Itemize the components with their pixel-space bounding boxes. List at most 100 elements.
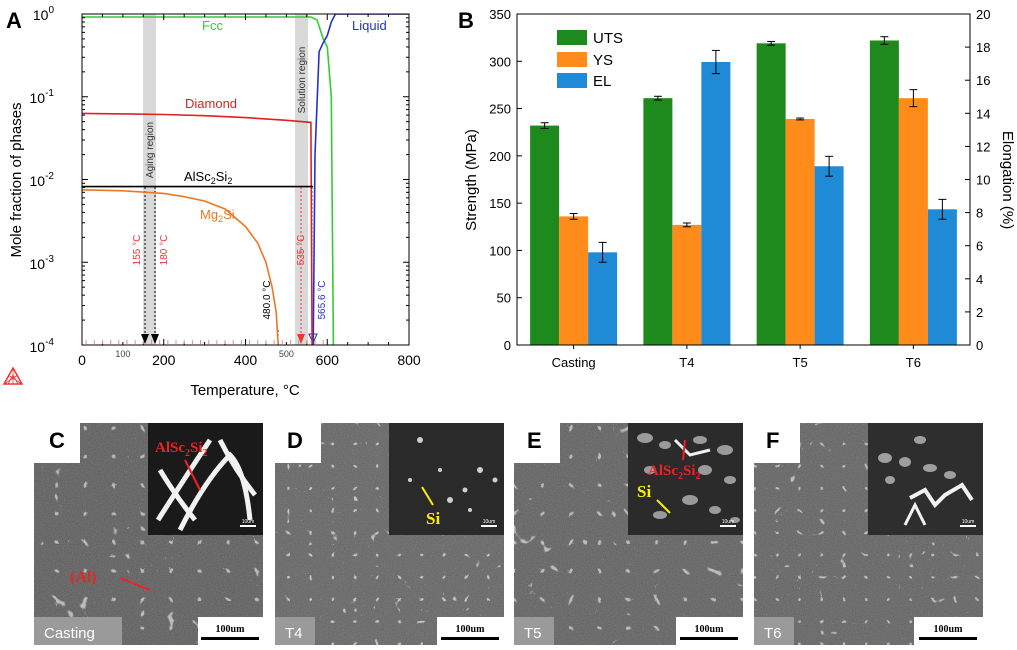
y-tick-label-right-b: 0: [976, 338, 983, 353]
inset-e-scalebar: [720, 525, 736, 527]
inset-c-particles: [155, 438, 257, 532]
scalebar-box-e: [676, 617, 743, 645]
y-tick-label-right-b: 2: [976, 305, 983, 320]
panel-letter-a: A: [6, 8, 22, 33]
y-axis-label-a: Mole fraction of phases: [8, 102, 25, 257]
inset-f-particles: [878, 436, 956, 484]
callout-d-arrow: [421, 486, 434, 506]
legend-swatch-uts: [557, 30, 587, 45]
y-tick-1e-1: 10-1: [30, 88, 55, 106]
solution-region-band: [295, 14, 308, 345]
bar-el-casting: [588, 252, 618, 345]
label-box-e: [514, 617, 554, 645]
x-tick-label-b: T6: [906, 355, 921, 370]
micrograph-d: Si 10um T4 100um D: [275, 423, 504, 645]
series-line-liquid: [312, 14, 409, 345]
y-axis-label-left-b: Strength (MPa): [463, 129, 480, 231]
scalebar-text-c: 100um: [216, 624, 246, 635]
liquid-label: Liquid: [352, 18, 387, 33]
micrograph-c: AlSc2Si2 10um (Al) Casting 100um C: [34, 423, 263, 645]
x-tick-label-a: 200: [152, 352, 176, 368]
callout-e-si: Si: [637, 482, 651, 501]
x-tick-label-a: 800: [397, 352, 421, 368]
aging-temperature-markers: 155 °C 180 °C: [132, 187, 170, 344]
panel-letter-c: C: [49, 428, 65, 453]
x-tick-label-b: Casting: [552, 355, 596, 370]
y-tick-1e0: 100: [33, 5, 55, 23]
y-tick-label-left-b: 50: [497, 291, 511, 306]
solution-temperature-marker: 535 °C: [296, 187, 307, 344]
panel-a-phase-fraction-chart: A Aging region Solution region 155 °C 18…: [2, 5, 421, 399]
t565-label: 565.6 °C: [317, 280, 328, 319]
legend-label-el: EL: [593, 73, 611, 90]
y-tick-1e-2: 10-2: [30, 171, 55, 189]
axis-ticks-b: 0 50 100 150 200 250 300 350 0 2 4 6 8 10 12 14 16 18 20: [489, 7, 990, 353]
diamond-label: Diamond: [185, 96, 237, 111]
y-tick-label-left-b: 250: [489, 102, 511, 117]
label-box-d: [275, 617, 315, 645]
panel-letter-b: B: [458, 8, 474, 33]
fcc-label: Fcc: [202, 18, 223, 33]
legend-label-uts: UTS: [593, 30, 623, 47]
y-tick-label-right-b: 12: [976, 139, 990, 154]
inset-c-scalebar: [240, 525, 256, 527]
label-d: T4: [285, 625, 303, 642]
y-tick-label-right-b: 14: [976, 106, 990, 121]
y-tick-1e-3: 10-3: [30, 254, 55, 272]
series-line-diamond: [82, 112, 313, 345]
callout-c-arrow: [184, 459, 201, 491]
bar-uts-casting: [530, 125, 560, 345]
bar-uts-t4: [643, 98, 673, 345]
bar-el-t5: [814, 166, 844, 345]
y-tick-1e-4: 10-4: [30, 337, 55, 355]
inset-d-scalebar: [481, 525, 497, 527]
inset-e-particles: [637, 433, 740, 523]
t480-label: 480.0 °C: [262, 280, 273, 319]
panel-corner-d: [275, 423, 321, 463]
x-tick-label-a: 400: [234, 352, 258, 368]
x-tick-label-a: 0: [78, 352, 86, 368]
thermocalc-logo-icon: [2, 366, 24, 385]
label-f: T6: [764, 625, 782, 642]
x-tick-label-b: T4: [679, 355, 694, 370]
panel-b-mechanical-properties-chart: B Casting T4 T5 T6 0 50 100 150 200 250 300 350 0 2 4…: [458, 7, 1016, 370]
t180-label: 180 °C: [159, 235, 170, 266]
y-tick-label-left-b: 100: [489, 243, 511, 258]
bar-ys-t6: [898, 98, 928, 345]
label-box-c: [34, 617, 122, 645]
solution-region-label: Solution region: [297, 47, 308, 114]
plot-frame-a: [81, 13, 410, 346]
scalebar-c: [201, 637, 259, 640]
panel-letter-e: E: [527, 428, 542, 453]
scalebar-box-d: [437, 617, 504, 645]
y-axis-label-right-b: Elongation (%): [999, 131, 1016, 229]
scalebar-box-f: [914, 617, 983, 645]
x-tick-label-a: 600: [316, 352, 340, 368]
micrograph-e: AlSc2Si2 Si 10um T5 100um E: [514, 423, 743, 645]
panel-corner-e: [514, 423, 560, 463]
y-tick-label-right-b: 8: [976, 206, 983, 221]
callout-c-alsc2si2: AlSc2Si2: [155, 440, 208, 459]
bar-el-t4: [701, 61, 731, 346]
axis-ticks-a: [81, 13, 410, 346]
scalebar-e: [680, 637, 738, 640]
phase-curves: [82, 14, 409, 345]
y-tick-label-left-b: 150: [489, 196, 511, 211]
bar-ys-t5: [785, 118, 815, 345]
t535-label: 535 °C: [296, 235, 307, 266]
callout-e-alsc2si2: AlSc2Si2: [648, 463, 701, 482]
inset-f-scale-text: 10um: [962, 519, 975, 525]
callout-c-al: (Al): [70, 569, 97, 586]
mg2si-label: Mg2Si: [200, 207, 235, 224]
aging-region-band: [143, 14, 156, 345]
y-tick-label-left-b: 0: [504, 338, 511, 353]
legend-swatch-el: [557, 73, 587, 88]
bar-marks: Casting T4 T5 T6: [530, 36, 957, 370]
panel-corner-f: [754, 423, 800, 463]
alsc2si2-label: AlSc2Si2: [184, 169, 232, 186]
inset-d: [389, 423, 504, 535]
y-tick-label-right-b: 20: [976, 7, 990, 22]
inset-e-scale-text: 10um: [722, 519, 735, 525]
bar-uts-t5: [756, 43, 786, 346]
